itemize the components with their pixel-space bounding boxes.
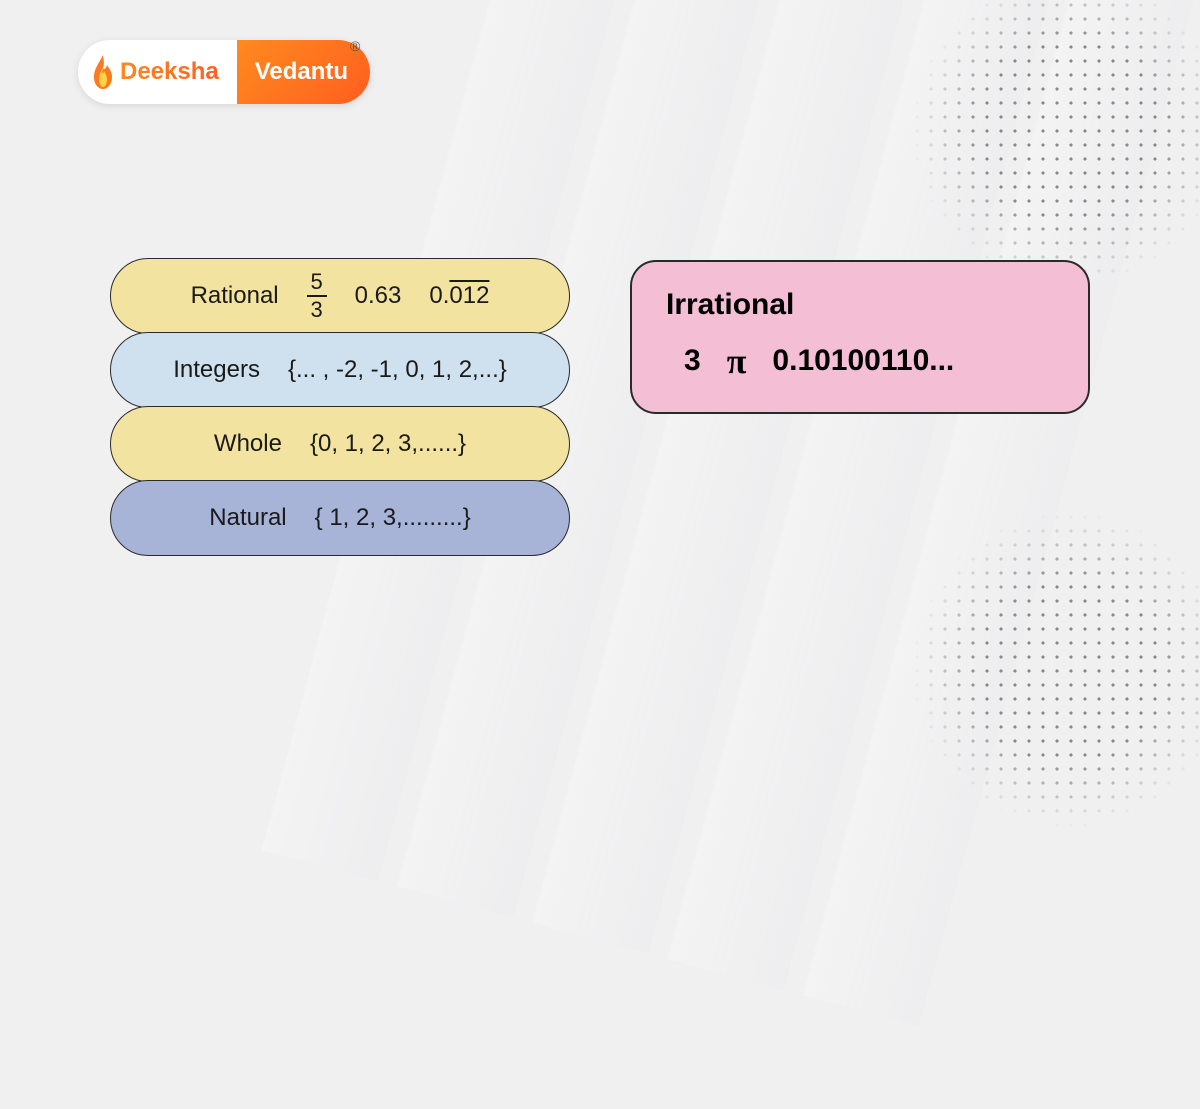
whole-label: Whole bbox=[214, 430, 282, 458]
irrational-box: Irrational 3 π 0.10100110... bbox=[630, 260, 1090, 414]
dots-top-right bbox=[910, 0, 1200, 290]
rational-label: Rational bbox=[191, 282, 279, 310]
rational-fraction: 5 3 bbox=[307, 271, 327, 321]
irrational-val1: 3 bbox=[684, 344, 701, 378]
number-sets-stack: Rational 5 3 0.63 0.012 Integers {... , … bbox=[110, 260, 570, 556]
dots-bottom-right bbox=[910, 510, 1200, 830]
fraction-denominator: 3 bbox=[307, 295, 327, 321]
integers-pill: Integers {... , -2, -1, 0, 1, 2,...} bbox=[110, 332, 570, 408]
natural-label: Natural bbox=[209, 504, 286, 532]
integers-set: {... , -2, -1, 0, 1, 2,...} bbox=[288, 356, 507, 384]
rational-repeating: 0.012 bbox=[429, 282, 489, 310]
natural-pill: Natural { 1, 2, 3,.........} bbox=[110, 480, 570, 556]
logo-vedantu-text: Vedantu bbox=[255, 58, 348, 86]
natural-set: { 1, 2, 3,.........} bbox=[315, 504, 471, 532]
brand-logo: Deeksha Vedantu bbox=[78, 40, 370, 104]
diagram-content: Rational 5 3 0.63 0.012 Integers {... , … bbox=[0, 260, 1200, 556]
irrational-title: Irrational bbox=[666, 288, 1054, 322]
irrational-examples: 3 π 0.10100110... bbox=[666, 340, 1054, 382]
whole-set: {0, 1, 2, 3,......} bbox=[310, 430, 466, 458]
logo-left-pill: Deeksha bbox=[78, 40, 237, 104]
logo-deeksha-text: Deeksha bbox=[120, 58, 219, 86]
irrational-val2: 0.10100110... bbox=[772, 344, 954, 378]
whole-pill: Whole {0, 1, 2, 3,......} bbox=[110, 406, 570, 482]
pi-symbol: π bbox=[727, 340, 747, 382]
flame-icon bbox=[92, 55, 114, 89]
fraction-numerator: 5 bbox=[311, 271, 323, 295]
rational-pill: Rational 5 3 0.63 0.012 bbox=[110, 258, 570, 334]
rational-decimal: 0.63 bbox=[355, 282, 402, 310]
registered-mark: ® bbox=[350, 38, 360, 54]
integers-label: Integers bbox=[173, 356, 260, 384]
